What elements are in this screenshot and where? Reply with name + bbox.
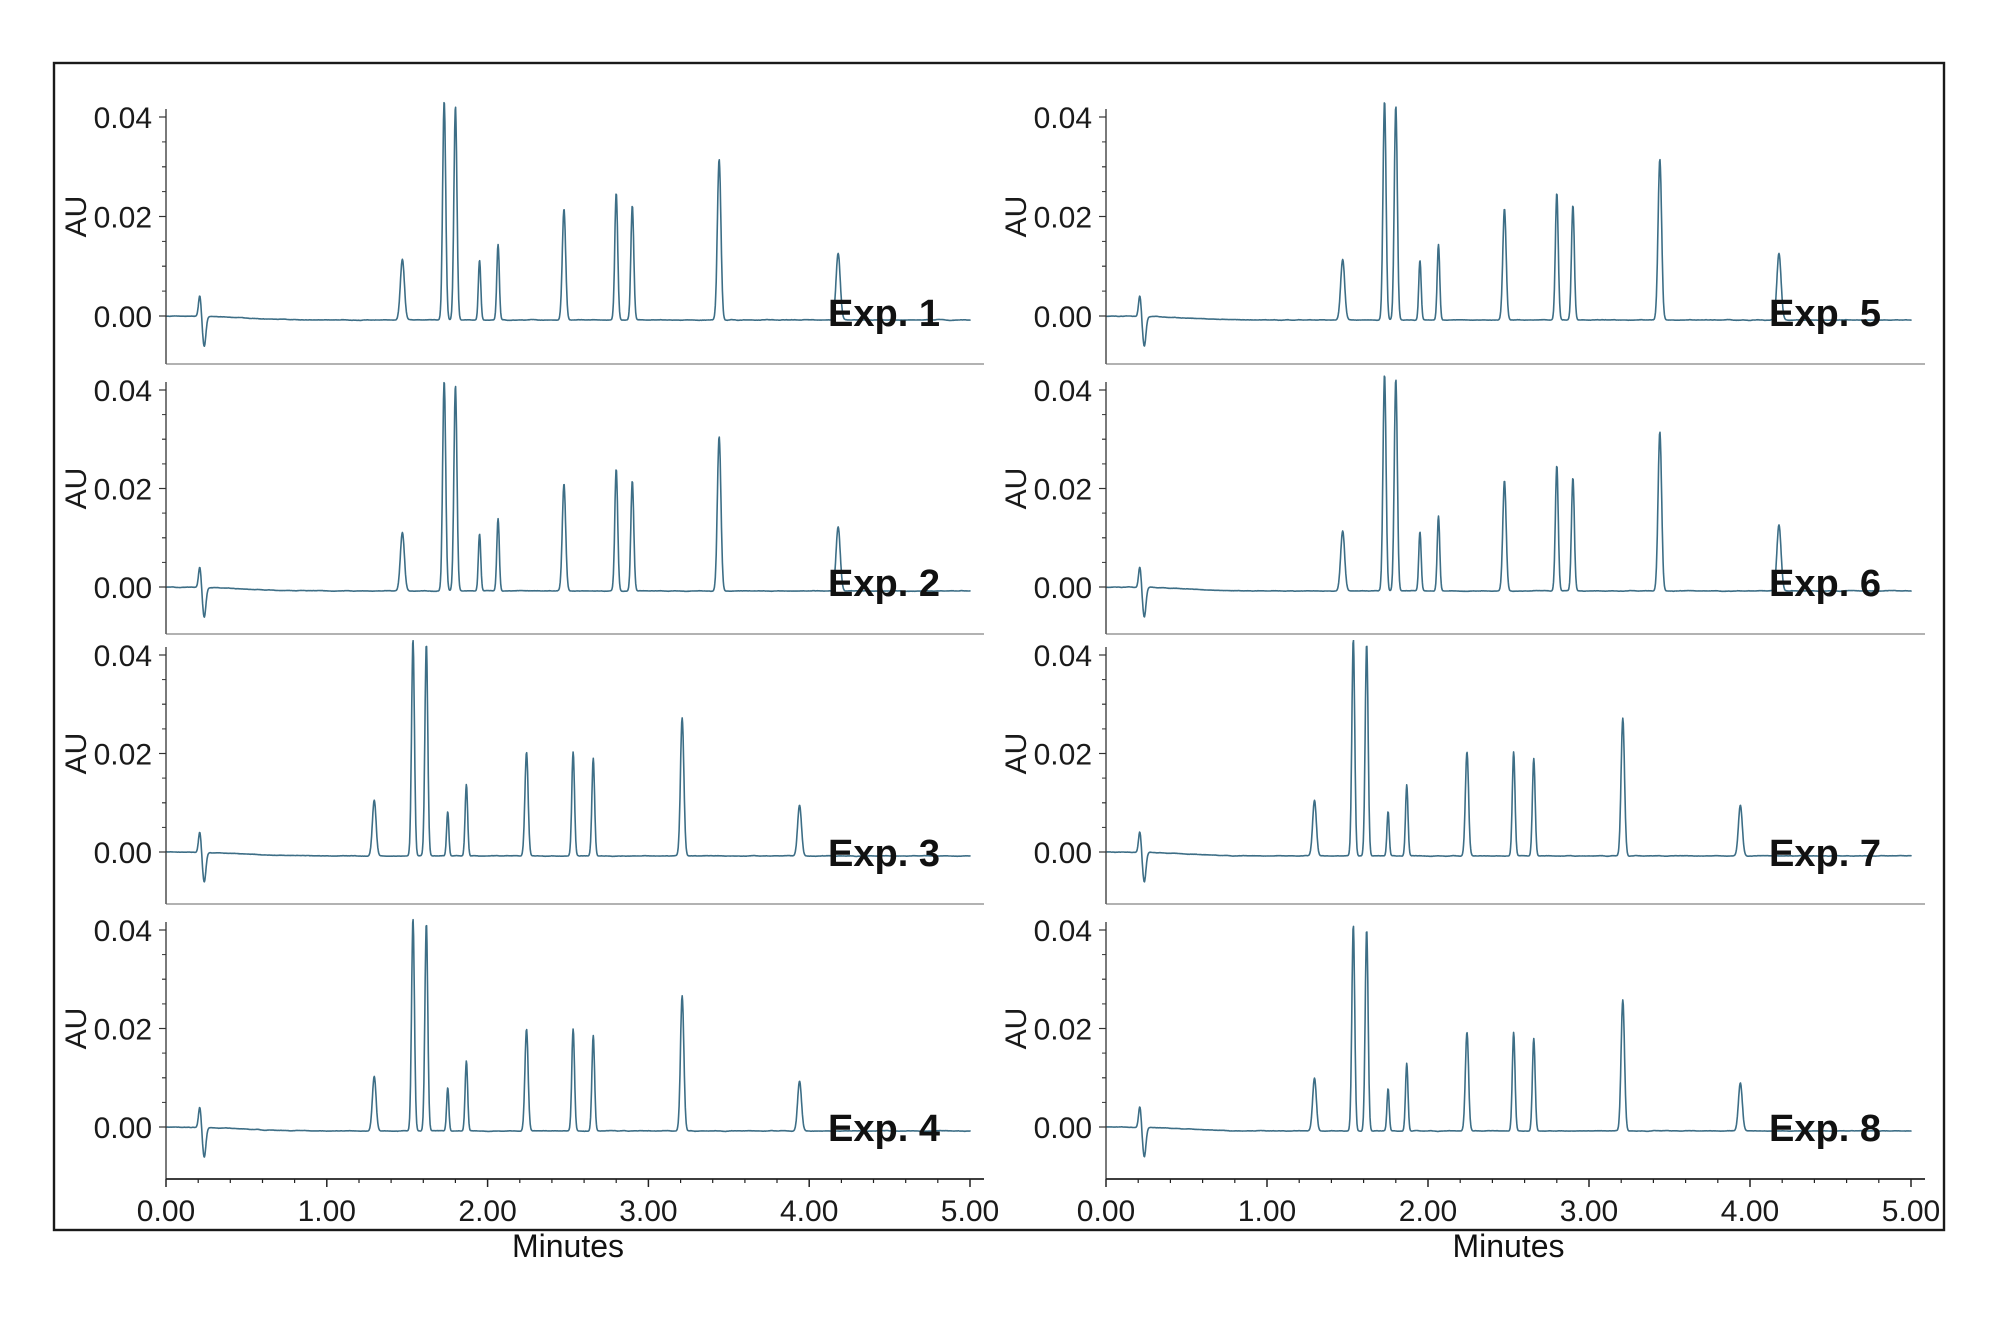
svg-text:Exp. 5: Exp. 5 <box>1769 293 1881 335</box>
svg-text:0.04: 0.04 <box>1034 102 1092 135</box>
svg-text:Minutes: Minutes <box>512 1228 624 1264</box>
svg-text:0.00: 0.00 <box>94 572 152 605</box>
svg-text:0.02: 0.02 <box>1034 739 1092 772</box>
svg-text:0.04: 0.04 <box>1034 375 1092 408</box>
svg-text:AU: AU <box>1000 1008 1033 1050</box>
svg-text:0.00: 0.00 <box>94 301 152 334</box>
svg-text:0.02: 0.02 <box>94 202 152 235</box>
svg-text:0.04: 0.04 <box>94 640 152 673</box>
svg-text:5.00: 5.00 <box>941 1195 999 1228</box>
svg-text:Exp. 3: Exp. 3 <box>828 833 940 875</box>
svg-text:Minutes: Minutes <box>1452 1228 1564 1264</box>
svg-text:AU: AU <box>1000 733 1033 775</box>
svg-text:AU: AU <box>60 196 93 238</box>
svg-text:0.02: 0.02 <box>1034 202 1092 235</box>
svg-text:0.00: 0.00 <box>1034 572 1092 605</box>
svg-text:Exp. 6: Exp. 6 <box>1769 563 1881 605</box>
svg-text:1.00: 1.00 <box>1238 1195 1296 1228</box>
svg-text:0.02: 0.02 <box>94 739 152 772</box>
svg-text:0.02: 0.02 <box>94 1014 152 1047</box>
svg-text:0.02: 0.02 <box>1034 1014 1092 1047</box>
svg-text:0.00: 0.00 <box>1034 301 1092 334</box>
svg-text:Exp. 8: Exp. 8 <box>1769 1108 1881 1150</box>
svg-text:4.00: 4.00 <box>1721 1195 1779 1228</box>
svg-text:4.00: 4.00 <box>780 1195 838 1228</box>
svg-text:0.00: 0.00 <box>137 1195 195 1228</box>
svg-text:0.00: 0.00 <box>1077 1195 1135 1228</box>
svg-text:1.00: 1.00 <box>298 1195 356 1228</box>
svg-text:3.00: 3.00 <box>619 1195 677 1228</box>
svg-text:AU: AU <box>1000 468 1033 510</box>
svg-text:AU: AU <box>60 1008 93 1050</box>
svg-text:Exp. 2: Exp. 2 <box>828 563 940 605</box>
svg-text:0.04: 0.04 <box>94 375 152 408</box>
svg-text:Exp. 1: Exp. 1 <box>828 293 940 335</box>
svg-text:0.00: 0.00 <box>1034 1112 1092 1145</box>
svg-text:2.00: 2.00 <box>458 1195 516 1228</box>
svg-text:0.00: 0.00 <box>94 1112 152 1145</box>
svg-text:AU: AU <box>60 468 93 510</box>
svg-text:0.00: 0.00 <box>1034 837 1092 870</box>
svg-text:2.00: 2.00 <box>1399 1195 1457 1228</box>
svg-text:3.00: 3.00 <box>1560 1195 1618 1228</box>
svg-text:0.04: 0.04 <box>94 915 152 948</box>
svg-text:0.04: 0.04 <box>94 102 152 135</box>
svg-text:0.02: 0.02 <box>94 474 152 507</box>
svg-text:AU: AU <box>1000 196 1033 238</box>
svg-text:5.00: 5.00 <box>1882 1195 1940 1228</box>
svg-text:AU: AU <box>60 733 93 775</box>
svg-text:0.02: 0.02 <box>1034 474 1092 507</box>
svg-text:0.04: 0.04 <box>1034 640 1092 673</box>
svg-text:Exp. 4: Exp. 4 <box>828 1108 940 1150</box>
svg-text:0.00: 0.00 <box>94 837 152 870</box>
svg-text:0.04: 0.04 <box>1034 915 1092 948</box>
svg-text:Exp. 7: Exp. 7 <box>1769 833 1881 875</box>
